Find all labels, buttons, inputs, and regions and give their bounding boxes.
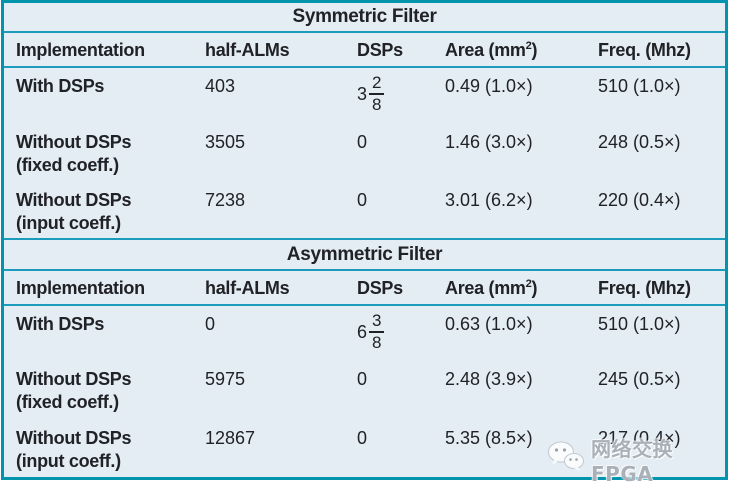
dsps-cell-fraction: 3 2 8 (357, 68, 445, 124)
header-implementation: Implementation (16, 278, 145, 298)
area-cell: 5.35 (8.5×) (445, 428, 533, 448)
half-alms-cell: 7238 (205, 190, 246, 210)
freq-cell: 510 (1.0×) (598, 76, 681, 96)
half-alms-cell: 0 (205, 314, 216, 334)
area-superscript: 2 (525, 40, 532, 52)
fraction: 2 8 (369, 74, 385, 114)
implementation-cell: With DSPs (16, 76, 105, 96)
area-cell: 0.63 (1.0×) (445, 314, 533, 334)
header-dsps: DSPs (357, 40, 403, 60)
area-cell: 1.46 (3.0×) (445, 132, 533, 152)
dsps-cell: 0 (357, 369, 368, 389)
freq-cell: 217 (0.4×) (598, 428, 681, 448)
section-title-symmetric: Symmetric Filter (4, 3, 725, 33)
implementation-cell: Without DSPs (fixed coeff.) (16, 369, 132, 412)
table-row: Without DSPs (fixed coeff.) 5975 0 2.48 … (4, 361, 725, 420)
header-area: Area (mm2) (445, 278, 538, 298)
dsps-cell: 0 (357, 190, 368, 210)
table-row: With DSPs 0 6 3 8 0.63 (1.0×) 510 (1.0×) (4, 306, 725, 361)
header-freq: Freq. (Mhz) (598, 278, 691, 298)
section-title-asymmetric: Asymmetric Filter (4, 240, 725, 271)
table-header-symmetric: Implementation half-ALMs DSPs Area (mm2)… (4, 33, 725, 68)
area-cell: 3.01 (6.2×) (445, 190, 533, 210)
freq-cell: 245 (0.5×) (598, 369, 681, 389)
section-title-text: Symmetric Filter (292, 6, 437, 27)
header-freq: Freq. (Mhz) (598, 40, 691, 60)
half-alms-cell: 5975 (205, 369, 246, 389)
freq-cell: 510 (1.0×) (598, 314, 681, 334)
header-area: Area (mm2) (445, 40, 538, 60)
table-row: With DSPs 403 3 2 8 0.49 (1.0×) 510 (1.0… (4, 68, 725, 124)
fraction: 3 8 (369, 312, 385, 352)
table-header-asymmetric: Implementation half-ALMs DSPs Area (mm2)… (4, 271, 725, 306)
dsps-cell: 0 (357, 132, 368, 152)
half-alms-cell: 12867 (205, 428, 256, 448)
dsps-cell-fraction: 6 3 8 (357, 306, 445, 361)
header-half-alms: half-ALMs (205, 278, 290, 298)
half-alms-cell: 403 (205, 76, 236, 96)
area-superscript: 2 (525, 278, 532, 290)
section-title-text: Asymmetric Filter (286, 243, 443, 265)
table-row: Without DSPs (input coeff.) 12867 0 5.35… (4, 420, 725, 477)
implementation-cell: Without DSPs (input coeff.) (16, 190, 132, 233)
header-dsps: DSPs (357, 278, 403, 298)
implementation-cell: With DSPs (16, 314, 105, 334)
freq-cell: 220 (0.4×) (598, 190, 681, 210)
table-row: Without DSPs (fixed coeff.) 3505 0 1.46 … (4, 124, 725, 182)
table-row: Without DSPs (input coeff.) 7238 0 3.01 … (4, 182, 725, 240)
header-implementation: Implementation (16, 40, 145, 60)
mixed-number: 3 2 8 (357, 74, 385, 114)
half-alms-cell: 3505 (205, 132, 246, 152)
area-cell: 0.49 (1.0×) (445, 76, 533, 96)
header-half-alms: half-ALMs (205, 40, 290, 60)
dsps-cell: 0 (357, 428, 368, 448)
implementation-cell: Without DSPs (fixed coeff.) (16, 132, 132, 175)
area-cell: 2.48 (3.9×) (445, 369, 533, 389)
implementation-cell: Without DSPs (input coeff.) (16, 428, 132, 471)
freq-cell: 248 (0.5×) (598, 132, 681, 152)
mixed-number: 6 3 8 (357, 312, 385, 352)
